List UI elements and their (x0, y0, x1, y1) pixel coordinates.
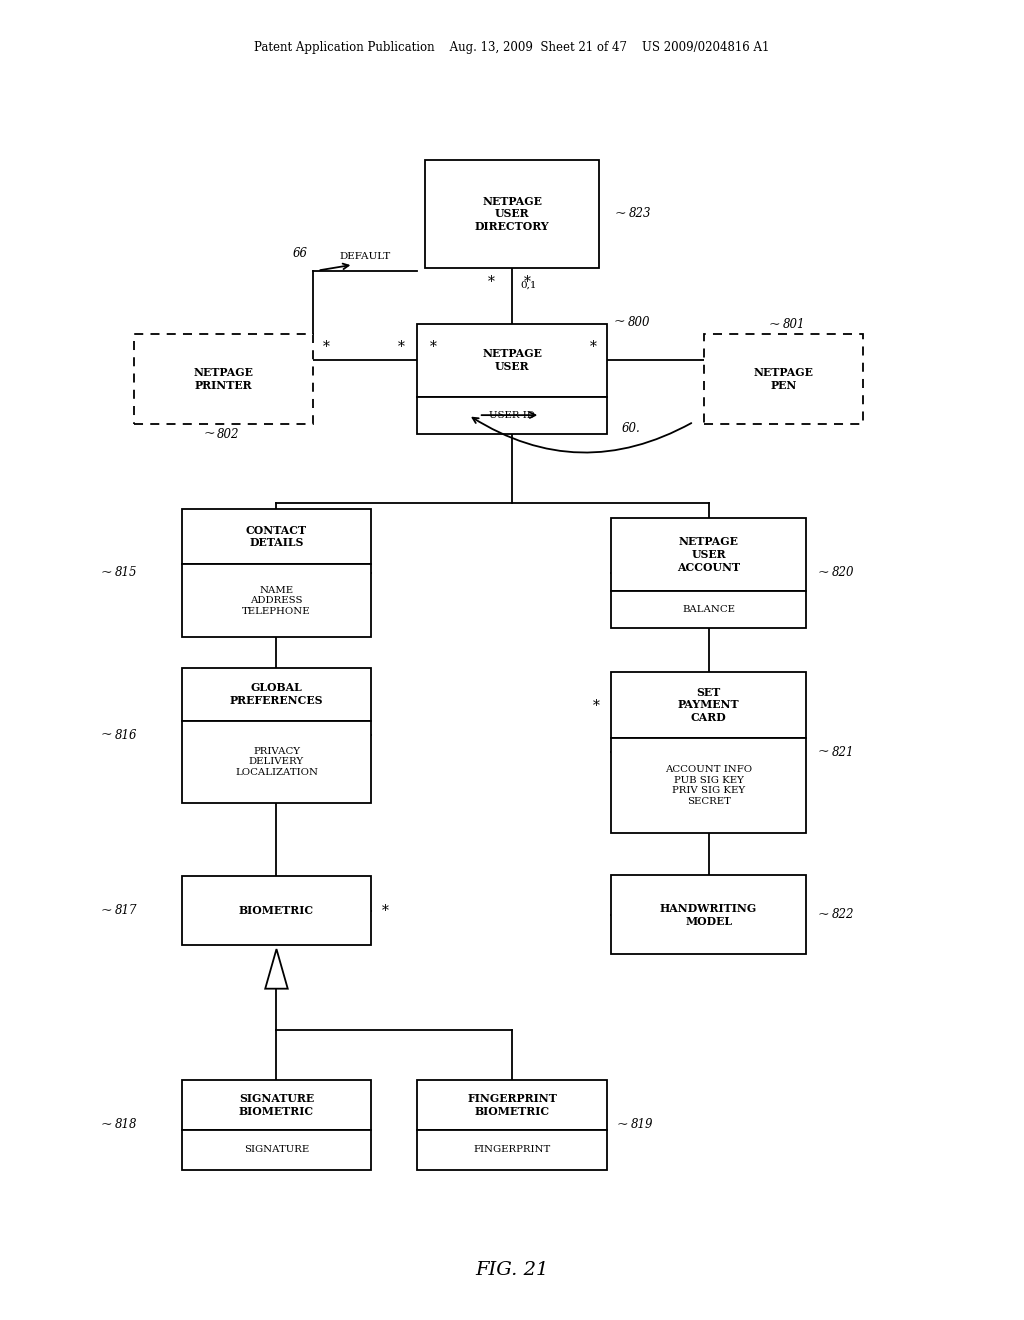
Text: FINGERPRINT
BIOMETRIC: FINGERPRINT BIOMETRIC (467, 1093, 557, 1117)
Bar (182, 668, 372, 721)
Text: 819: 819 (631, 1118, 653, 1131)
Text: 820: 820 (831, 566, 854, 579)
Text: NETPAGE
USER: NETPAGE USER (482, 348, 542, 372)
Bar (182, 508, 372, 565)
Bar (182, 565, 372, 638)
Text: NETPAGE
USER
DIRECTORY: NETPAGE USER DIRECTORY (475, 195, 549, 232)
Text: *: * (430, 339, 436, 354)
Text: FINGERPRINT: FINGERPRINT (473, 1146, 551, 1154)
Text: 817: 817 (115, 904, 137, 917)
Text: SIGNATURE
BIOMETRIC: SIGNATURE BIOMETRIC (239, 1093, 314, 1117)
Text: ~: ~ (100, 904, 113, 917)
Bar (418, 1130, 606, 1170)
Text: NETPAGE
USER
ACCOUNT: NETPAGE USER ACCOUNT (677, 536, 740, 573)
Text: ACCOUNT INFO
PUB SIG KEY
PRIV SIG KEY
SECRET: ACCOUNT INFO PUB SIG KEY PRIV SIG KEY SE… (665, 766, 753, 805)
Text: *: * (590, 339, 596, 354)
Bar (611, 672, 806, 738)
Text: 60.: 60. (623, 422, 641, 434)
Text: *: * (398, 339, 404, 354)
Text: HANDWRITING
MODEL: HANDWRITING MODEL (660, 903, 757, 927)
Text: 66: 66 (292, 247, 307, 260)
Text: *: * (324, 339, 330, 354)
Bar (182, 1130, 372, 1170)
Text: NAME
ADDRESS
TELEPHONE: NAME ADDRESS TELEPHONE (242, 586, 311, 615)
Bar (418, 1080, 606, 1130)
Text: 818: 818 (115, 1118, 137, 1131)
Text: SET
PAYMENT
CARD: SET PAYMENT CARD (678, 686, 739, 723)
Text: BIOMETRIC: BIOMETRIC (239, 906, 314, 916)
Bar (611, 519, 806, 591)
Text: 802: 802 (217, 428, 240, 441)
Text: DEFAULT: DEFAULT (339, 252, 391, 260)
Text: NETPAGE
PEN: NETPAGE PEN (754, 367, 813, 391)
Text: 816: 816 (115, 729, 137, 742)
Bar (418, 323, 606, 396)
Text: PRIVACY
DELIVERY
LOCALIZATION: PRIVACY DELIVERY LOCALIZATION (234, 747, 318, 776)
Text: 801: 801 (782, 318, 805, 331)
Text: ~: ~ (100, 1118, 113, 1131)
Text: ~: ~ (768, 318, 780, 331)
Text: ~: ~ (614, 207, 627, 220)
Text: 823: 823 (629, 207, 651, 220)
Bar (611, 591, 806, 628)
Text: ~: ~ (100, 729, 113, 742)
Text: 821: 821 (831, 746, 854, 759)
Bar (611, 738, 806, 833)
Bar (182, 721, 372, 803)
Text: ~: ~ (817, 908, 829, 921)
Text: 800: 800 (628, 315, 650, 329)
Text: GLOBAL
PREFERENCES: GLOBAL PREFERENCES (229, 682, 324, 706)
Text: *: * (488, 275, 495, 289)
Text: ~: ~ (100, 566, 113, 579)
Bar (418, 396, 606, 433)
Text: ~: ~ (203, 428, 215, 441)
Bar (611, 875, 806, 954)
Text: ~: ~ (817, 746, 829, 759)
Bar (705, 334, 862, 424)
Text: 0,1: 0,1 (520, 281, 537, 290)
Text: 822: 822 (831, 908, 854, 921)
Text: NETPAGE
PRINTER: NETPAGE PRINTER (194, 367, 253, 391)
Bar (182, 1080, 372, 1130)
Text: ~: ~ (817, 566, 829, 579)
Text: SIGNATURE: SIGNATURE (244, 1146, 309, 1154)
Bar (182, 876, 372, 945)
Text: CONTACT
DETAILS: CONTACT DETAILS (246, 524, 307, 549)
Text: FIG. 21: FIG. 21 (475, 1261, 549, 1279)
Text: BALANCE: BALANCE (682, 605, 735, 614)
Bar (133, 334, 313, 424)
Text: Patent Application Publication    Aug. 13, 2009  Sheet 21 of 47    US 2009/02048: Patent Application Publication Aug. 13, … (254, 41, 770, 54)
Bar (425, 160, 599, 268)
Text: *: * (524, 275, 530, 289)
Text: 815: 815 (115, 566, 137, 579)
Text: ~: ~ (613, 315, 626, 329)
Text: USER ID: USER ID (489, 411, 535, 420)
Text: *: * (382, 904, 388, 917)
Text: *: * (593, 698, 599, 713)
Text: ~: ~ (616, 1118, 629, 1131)
